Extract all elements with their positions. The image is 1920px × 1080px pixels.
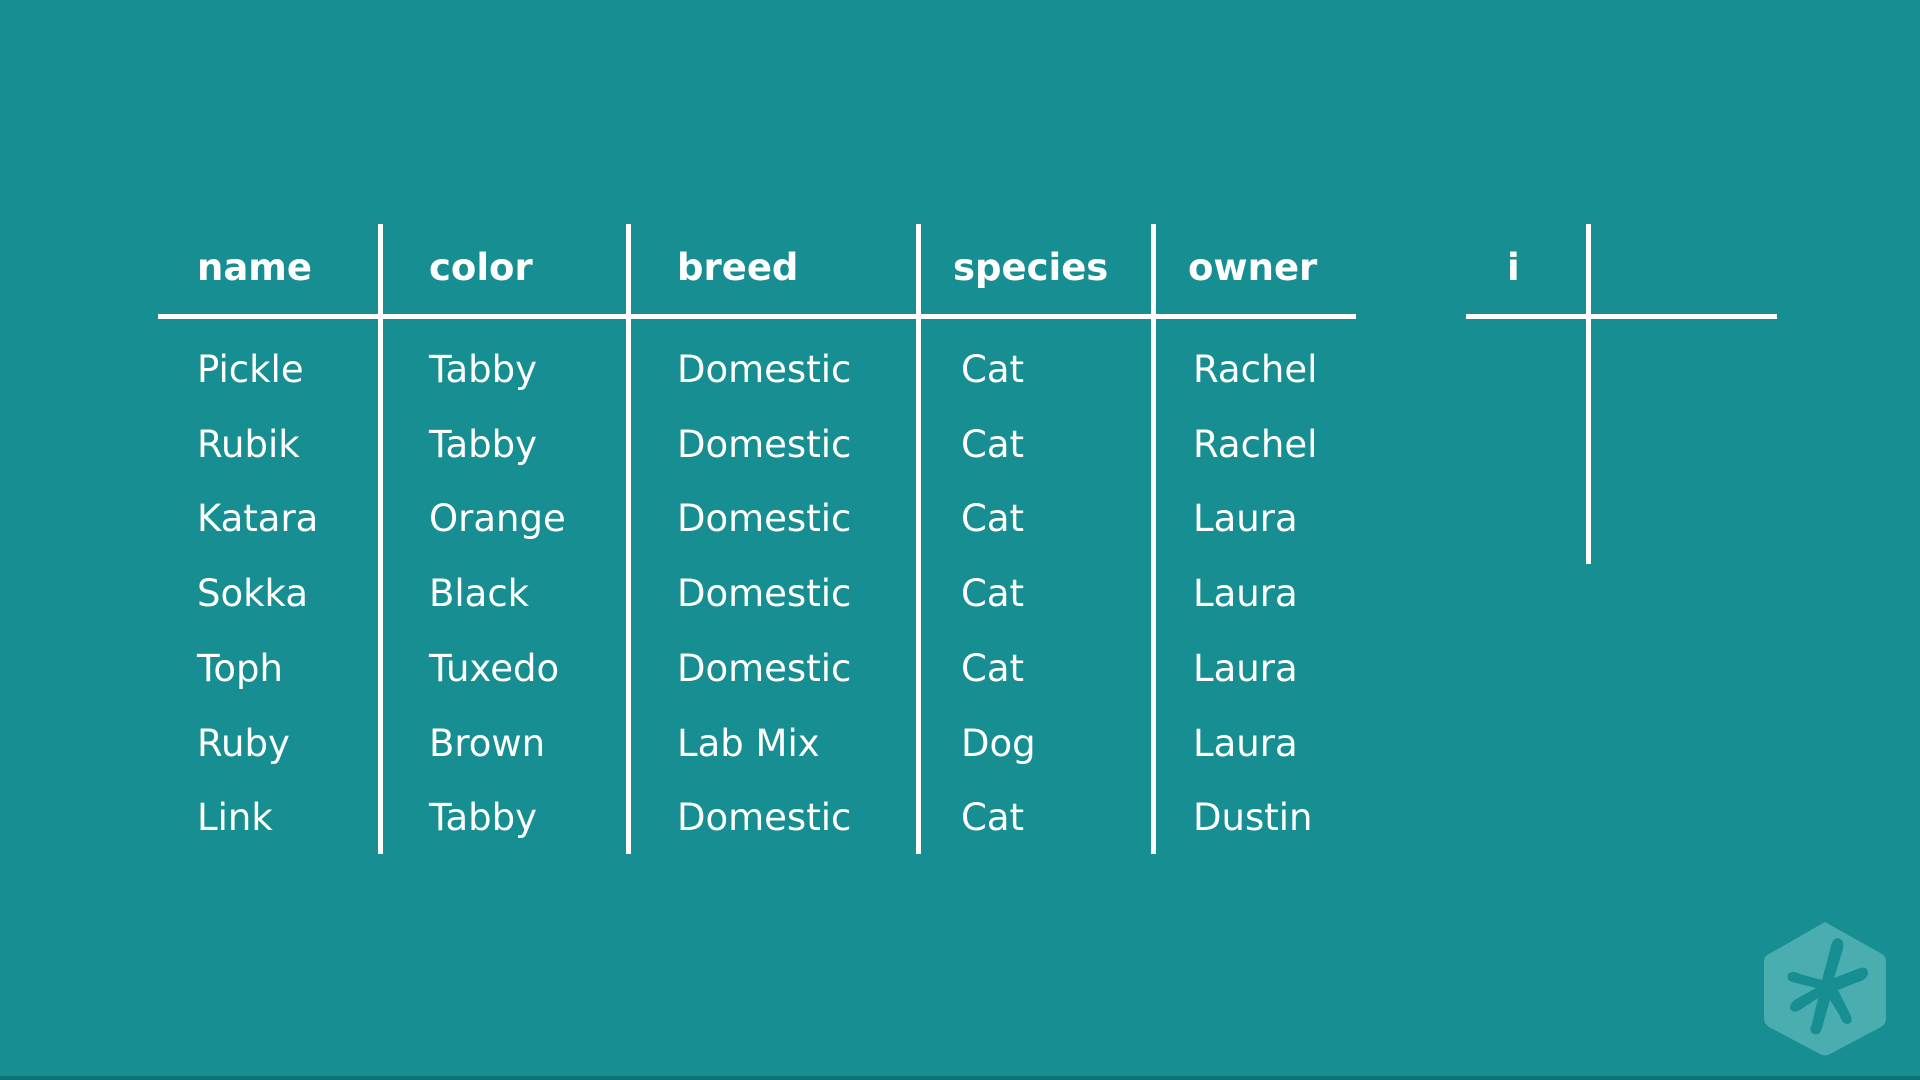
cell-owner: Dustin bbox=[1193, 796, 1313, 840]
index-header-divider bbox=[1466, 314, 1777, 319]
column-divider bbox=[916, 224, 921, 854]
column-divider bbox=[378, 224, 383, 854]
cell-color: Brown bbox=[429, 721, 546, 765]
cell-name: Ruby bbox=[197, 721, 290, 765]
cell-species: Dog bbox=[961, 721, 1036, 765]
cell-breed: Domestic bbox=[677, 497, 852, 541]
header-divider bbox=[158, 314, 1356, 319]
cell-breed: Domestic bbox=[677, 572, 852, 616]
cell-breed: Domestic bbox=[677, 796, 852, 840]
cell-name: Sokka bbox=[197, 572, 308, 616]
column-header-color: color bbox=[429, 246, 533, 289]
cell-species: Cat bbox=[961, 348, 1025, 391]
bottom-strip bbox=[0, 1076, 1920, 1080]
index-column-header: i bbox=[1507, 246, 1520, 289]
cell-breed: Lab Mix bbox=[677, 721, 820, 765]
cell-color: Orange bbox=[429, 497, 566, 541]
cell-color: Tuxedo bbox=[429, 646, 560, 690]
column-header-breed: breed bbox=[677, 246, 799, 289]
cell-name: Katara bbox=[197, 497, 319, 541]
column-header-species: species bbox=[953, 246, 1109, 289]
column-header-owner: owner bbox=[1188, 246, 1318, 289]
cell-name: Rubik bbox=[197, 422, 300, 466]
cell-species: Cat bbox=[961, 646, 1025, 690]
cell-owner: Rachel bbox=[1193, 422, 1318, 466]
cell-color: Tabby bbox=[429, 422, 538, 466]
cell-owner: Laura bbox=[1193, 646, 1298, 690]
cell-species: Cat bbox=[961, 497, 1025, 541]
cell-species: Cat bbox=[961, 572, 1025, 616]
cell-name: Toph bbox=[197, 646, 283, 690]
column-header-name: name bbox=[197, 246, 312, 289]
cell-name: Link bbox=[197, 796, 273, 840]
cell-species: Cat bbox=[961, 796, 1025, 840]
cell-owner: Laura bbox=[1193, 721, 1298, 765]
cell-breed: Domestic bbox=[677, 422, 852, 466]
treehouse-logo-icon bbox=[1764, 922, 1886, 1056]
cell-color: Tabby bbox=[429, 348, 538, 391]
cell-owner: Rachel bbox=[1193, 348, 1318, 391]
cell-name: Pickle bbox=[197, 348, 304, 391]
index-column-divider bbox=[1586, 224, 1591, 564]
cell-owner: Laura bbox=[1193, 497, 1298, 541]
cell-color: Black bbox=[429, 572, 530, 616]
column-divider bbox=[626, 224, 631, 854]
column-divider bbox=[1151, 224, 1156, 854]
cell-species: Cat bbox=[961, 422, 1025, 466]
cell-color: Tabby bbox=[429, 796, 538, 840]
cell-breed: Domestic bbox=[677, 348, 852, 391]
cell-breed: Domestic bbox=[677, 646, 852, 690]
cell-owner: Laura bbox=[1193, 572, 1298, 616]
